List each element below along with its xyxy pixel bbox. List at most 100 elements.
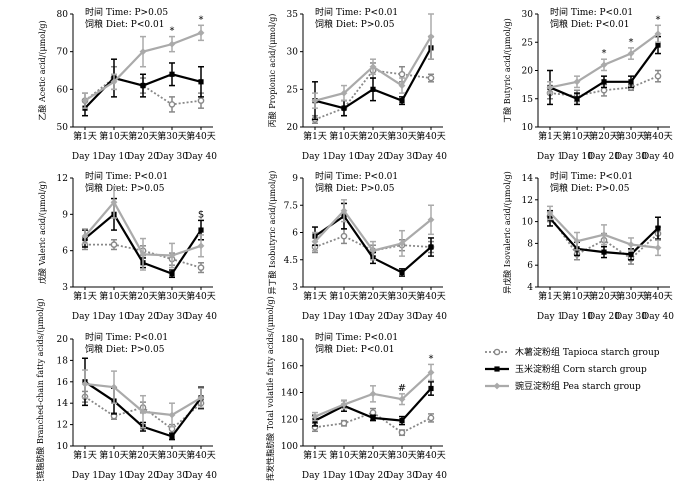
time-p-value: 时间 Time: P<0.01 (315, 331, 398, 343)
data-point (198, 227, 204, 233)
data-point (628, 79, 634, 85)
x-tick-label-en: Day 10 (561, 312, 593, 322)
data-point (168, 40, 176, 48)
data-point (197, 394, 205, 402)
x-tick-label: 第1天 (303, 290, 327, 302)
data-point (370, 415, 376, 421)
data-point (311, 413, 319, 420)
diet-p-value: 饲粮 Diet: P<0.01 (85, 18, 164, 30)
data-point (110, 198, 118, 206)
y-tick-label: 12 (57, 174, 68, 184)
data-point (427, 216, 435, 224)
chart-panel: 4 6 8 10 12 14 第1天 Day 1 第10天 Day 10 第20天 Day 20 第30… (502, 170, 674, 322)
data-point (110, 383, 118, 391)
y-tick-label: 80 (57, 10, 69, 20)
x-tick-label-en: Day 40 (415, 471, 447, 481)
legend-marker (493, 348, 501, 356)
data-point (627, 50, 635, 57)
legend-label: 豌豆淀粉组 Pea starch group (515, 380, 641, 392)
y-tick-label: 70 (57, 48, 69, 58)
data-point (139, 250, 147, 258)
data-point (627, 241, 635, 248)
x-tick-label: 第1天 (303, 130, 327, 142)
x-tick-label-en: Day 20 (588, 312, 620, 322)
series-2 (81, 185, 205, 271)
data-point (428, 244, 434, 250)
y-tick-label: 25 (522, 38, 534, 48)
y-axis-label: 支链脂肪酸 Branched-chain fatty acids/(μmol/g… (35, 298, 45, 481)
data-point (340, 207, 348, 215)
data-point (398, 429, 406, 436)
data-point (428, 385, 434, 392)
y-tick-label: 12 (522, 196, 533, 206)
y-axis-label: 总挥发性脂肪酸 Total volatile fatty acids/(μmol… (265, 296, 275, 481)
x-tick-label: 第40天 (416, 290, 445, 302)
data-point (169, 71, 175, 77)
data-point (140, 82, 146, 89)
x-tick-label-en: Day 30 (386, 471, 418, 481)
x-tick-label: 第30天 (387, 449, 416, 461)
series-2 (546, 205, 662, 257)
x-tick-label: 第30天 (157, 130, 186, 142)
x-tick-label: 第20天 (358, 130, 387, 142)
x-tick-label: 第10天 (99, 130, 128, 142)
y-axis-label: 丙酸 Propionic acid/(μmol/g) (267, 14, 277, 128)
y-tick-label: 14 (522, 174, 534, 184)
x-tick-label-en: Day 20 (357, 152, 389, 162)
x-tick-label: 第1天 (73, 449, 97, 461)
x-tick-label-en: Day 20 (127, 471, 159, 481)
y-tick-label: 100 (281, 442, 298, 452)
x-tick-label-en: Day 10 (98, 471, 130, 481)
y-tick-label: 16 (57, 378, 69, 388)
y-axis-label: 异戊酸 Isovaleric acid/(μmol/g) (502, 171, 512, 293)
time-p-value: 时间 Time: P<0.01 (550, 170, 633, 182)
y-tick-label: 18 (57, 356, 69, 366)
series-0 (311, 407, 435, 437)
x-tick-label: 第20天 (358, 290, 387, 302)
y-tick-label: 7.5 (284, 201, 299, 211)
x-tick-label-en: Day 20 (127, 152, 159, 162)
series-1 (312, 35, 434, 121)
data-point (197, 97, 205, 104)
x-tick-label: 第1天 (303, 449, 327, 461)
y-axis-label: 丁酸 Butyric acid/(μmol/g) (502, 18, 512, 123)
series-1 (82, 58, 204, 117)
time-p-value: 时间 Time: P<0.01 (85, 331, 168, 343)
x-tick-label: 第40天 (416, 130, 445, 142)
data-point (600, 231, 608, 239)
diet-p-value: 饲粮 Diet: P>0.05 (315, 18, 395, 30)
data-point (546, 84, 554, 91)
data-point (427, 74, 435, 82)
y-tick-label: 20 (287, 123, 299, 133)
x-tick-label-en: Day 40 (415, 152, 447, 162)
x-tick-label-en: Day 30 (156, 312, 188, 322)
diet-p-value: 饲粮 Diet: P>0.05 (85, 182, 165, 194)
series-2 (311, 363, 435, 422)
x-tick-label: 第40天 (643, 290, 672, 302)
significance-mark: * (429, 353, 434, 364)
time-p-value: 时间 Time: P<0.01 (550, 6, 633, 18)
x-tick-label-en: Day 10 (98, 312, 130, 322)
series-1 (312, 202, 434, 277)
x-tick-label: 第20天 (128, 449, 157, 461)
y-tick-label: 120 (281, 415, 298, 425)
y-tick-label: 10 (57, 442, 69, 452)
x-tick-label-en: Day 40 (185, 152, 217, 162)
y-tick-label: 35 (287, 10, 299, 20)
y-tick-label: 9 (292, 174, 298, 184)
data-point (369, 409, 377, 416)
y-tick-label: 160 (281, 362, 298, 372)
x-tick-label: 第20天 (589, 130, 618, 142)
x-tick-label: 第10天 (329, 290, 358, 302)
significance-mark: $ (198, 209, 204, 220)
y-tick-label: 30 (287, 48, 299, 58)
y-tick-label: 50 (57, 123, 69, 133)
legend-label: 玉米淀粉组 Corn starch group (515, 363, 647, 375)
diet-p-value: 饲粮 Diet: P>0.05 (85, 343, 165, 355)
data-point (601, 79, 607, 85)
y-tick-label: 60 (57, 85, 69, 95)
